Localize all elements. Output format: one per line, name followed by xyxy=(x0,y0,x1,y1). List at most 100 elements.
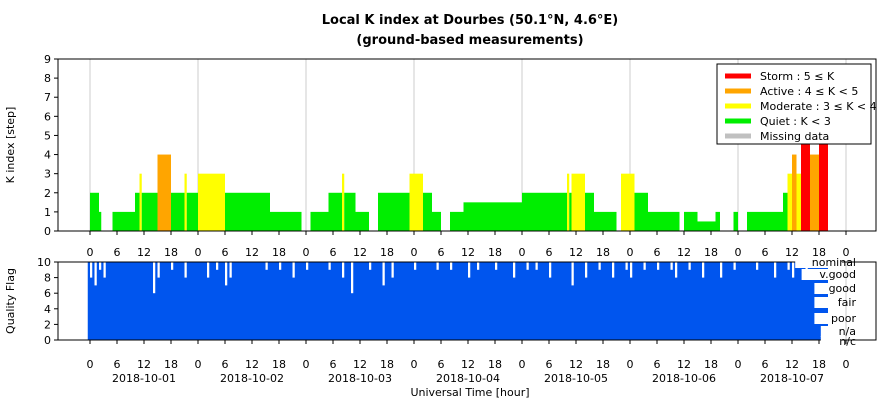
quality-flag-label-bg xyxy=(820,336,842,347)
quality-xtick-label: 0 xyxy=(195,358,202,371)
k-index-bar xyxy=(783,192,788,231)
quality-flag-dip xyxy=(342,262,345,278)
quality-xtick-label: 12 xyxy=(245,358,259,371)
k-index-bar xyxy=(342,173,345,231)
k-index-xtick-label: 18 xyxy=(380,246,394,259)
quality-xtick-label: 12 xyxy=(461,358,475,371)
quality-flag-label-bg xyxy=(820,326,842,337)
k-index-ytick-label: 6 xyxy=(44,110,51,123)
quality-flag-label: good xyxy=(829,282,856,295)
k-index-bar xyxy=(310,211,329,231)
k-index-bar xyxy=(747,211,783,231)
date-label: 2018-10-03 xyxy=(328,372,392,385)
k-index-xtick-label: 0 xyxy=(735,246,742,259)
date-label: 2018-10-01 xyxy=(112,372,176,385)
k-index-bar xyxy=(594,211,617,231)
quality-flag-dip xyxy=(369,262,372,270)
k-index-bar xyxy=(648,211,657,231)
quality-flag-dip xyxy=(351,262,354,294)
legend-label-moderate: Moderate : 3 ≤ K < 4 xyxy=(760,100,877,113)
k-index-bar xyxy=(684,211,698,231)
quality-flag-dip xyxy=(630,262,633,278)
quality-flag-dip xyxy=(585,262,588,278)
k-index-bar xyxy=(801,135,810,231)
k-index-bar xyxy=(112,211,135,231)
quality-xtick-label: 18 xyxy=(704,358,718,371)
quality-flag-dip xyxy=(495,262,498,270)
k-index-bar xyxy=(819,135,828,231)
k-index-bars xyxy=(90,135,828,231)
k-index-bar xyxy=(634,192,648,231)
quality-xtick-label: 0 xyxy=(627,358,634,371)
quality-xtick-label: 18 xyxy=(380,358,394,371)
quality-flag-dip xyxy=(513,262,516,278)
k-index-bar xyxy=(378,192,410,231)
quality-ytick-label: 6 xyxy=(44,287,51,300)
k-index-bar xyxy=(796,173,801,231)
k-index-xtick-label: 6 xyxy=(438,246,445,259)
k-index-xtick-label: 12 xyxy=(785,246,799,259)
quality-xtick-label: 6 xyxy=(222,358,229,371)
k-index-bar xyxy=(186,192,198,231)
k-index-bar xyxy=(270,211,302,231)
chart-subtitle: (ground-based measurements) xyxy=(356,33,583,48)
k-index-bar xyxy=(657,211,680,231)
quality-flag-dip xyxy=(382,262,385,286)
k-index-bar xyxy=(432,211,441,231)
k-index-bar xyxy=(715,211,720,231)
quality-flag-label-bg xyxy=(795,257,842,268)
quality-ytick-label: 0 xyxy=(44,334,51,347)
k-index-bar xyxy=(567,173,570,231)
k-index-ytick-label: 9 xyxy=(44,53,51,66)
k-index-bar xyxy=(787,173,792,231)
date-label: 2018-10-04 xyxy=(436,372,500,385)
quality-flag-dip xyxy=(733,262,736,270)
quality-flag-dip xyxy=(657,262,660,270)
quality-flag-dip xyxy=(675,262,678,278)
quality-flag-dip xyxy=(216,262,219,270)
k-index-xtick-label: 0 xyxy=(411,246,418,259)
quality-flag-dip xyxy=(279,262,282,270)
quality-flag-dip xyxy=(702,262,705,278)
date-label: 2018-10-07 xyxy=(760,372,824,385)
quality-ytick-label: 4 xyxy=(44,303,51,316)
quality-flag-label-bg xyxy=(801,269,842,280)
k-index-xtick-label: 18 xyxy=(164,246,178,259)
k-index-xtick-label: 18 xyxy=(812,246,826,259)
k-index-bar xyxy=(522,192,567,231)
quality-xtick-label: 0 xyxy=(303,358,310,371)
quality-flag-dip xyxy=(184,262,187,278)
quality-xtick-label: 0 xyxy=(735,358,742,371)
k-index-bar xyxy=(409,173,423,231)
quality-flag-bar xyxy=(87,262,828,340)
k-index-bar xyxy=(90,192,99,231)
k-index-xtick-label: 6 xyxy=(654,246,661,259)
k-index-xtick-label: 6 xyxy=(762,246,769,259)
quality-flag-dip xyxy=(99,262,102,270)
quality-xtick-label: 12 xyxy=(137,358,151,371)
k-index-ytick-label: 2 xyxy=(44,187,51,200)
quality-flag-dip xyxy=(436,262,439,270)
quality-xtick-label: 0 xyxy=(519,358,526,371)
quality-flag-dip xyxy=(526,262,529,270)
k-index-plot-frame xyxy=(57,58,877,232)
quality-xtick-label: 18 xyxy=(272,358,286,371)
k-index-xtick-label: 6 xyxy=(222,246,229,259)
quality-yticks: 0 2 4 6 8 10 xyxy=(37,256,58,347)
k-index-ytick-label: 0 xyxy=(44,225,51,238)
quality-flag-dip xyxy=(670,262,673,270)
quality-ytick-label: 10 xyxy=(37,256,51,269)
quality-flag-dip xyxy=(90,262,93,278)
quality-flag-label: nominal xyxy=(812,256,856,269)
quality-xtick-label: 6 xyxy=(438,358,445,371)
quality-flag-label: v.good xyxy=(819,268,856,281)
quality-flag-dip xyxy=(612,262,615,278)
k-index-bar xyxy=(171,192,185,231)
quality-flag-dip xyxy=(265,262,268,270)
k-index-ytick-label: 7 xyxy=(44,91,51,104)
k-index-yticks: 0 1 2 3 4 5 6 7 8 9 xyxy=(44,53,58,238)
quality-flag-dip xyxy=(414,262,417,270)
k-index-bar xyxy=(621,173,635,231)
legend-label-quiet: Quiet : K < 3 xyxy=(760,115,831,128)
